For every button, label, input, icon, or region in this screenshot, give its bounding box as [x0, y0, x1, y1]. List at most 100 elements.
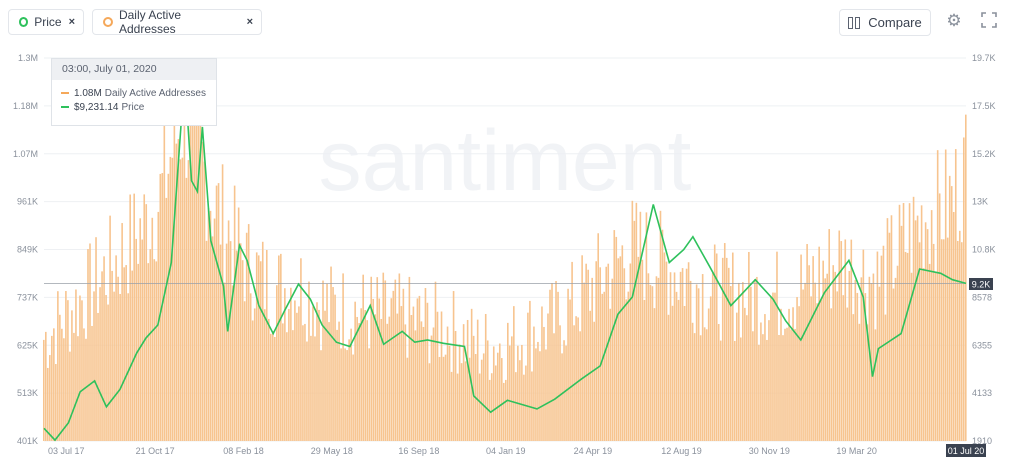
daa-bar: [836, 291, 839, 441]
daa-bar: [750, 286, 752, 441]
daa-bar: [673, 272, 676, 441]
daa-bar: [302, 325, 304, 441]
daa-bar: [924, 222, 927, 441]
daa-bar: [874, 329, 877, 441]
daa-bar: [631, 200, 634, 441]
price-legend-chip[interactable]: Price ×: [8, 9, 84, 35]
daa-bar: [914, 220, 917, 441]
daa-bar: [73, 332, 75, 441]
daa-bar: [496, 352, 499, 441]
daa-bar: [344, 348, 346, 441]
daa-bar: [822, 260, 824, 441]
daa-bar: [505, 379, 507, 441]
daa-bar: [173, 93, 176, 442]
daa-bar: [886, 218, 889, 441]
tooltip-label: Daily Active Addresses: [104, 87, 206, 99]
daa-bar: [515, 372, 517, 441]
remove-price-icon[interactable]: ×: [68, 16, 75, 28]
daa-bar: [294, 300, 296, 441]
daa-bar: [466, 319, 469, 441]
compare-label: Compare: [868, 15, 922, 30]
daa-bar: [946, 237, 949, 441]
daa-bar: [292, 330, 294, 441]
daa-bar: [655, 276, 658, 441]
daa-bar: [261, 241, 264, 441]
daa-bar: [790, 329, 792, 441]
daa-bar: [348, 339, 350, 441]
daa-bar: [525, 365, 527, 441]
daa-bar: [77, 336, 79, 441]
right-tick-label: 1910: [972, 436, 992, 446]
daa-bar: [410, 315, 413, 441]
fullscreen-icon[interactable]: [980, 12, 998, 30]
daa-bar: [802, 289, 804, 441]
price-series-line: [43, 73, 967, 442]
daa-bar: [233, 185, 236, 441]
daa-bar: [894, 277, 897, 441]
daa-bar: [117, 276, 119, 441]
gear-icon[interactable]: ⚙: [946, 11, 962, 30]
daa-bar: [884, 314, 887, 441]
daa-bar: [462, 324, 465, 441]
daa-bar: [191, 79, 194, 442]
daa-bar: [135, 238, 138, 441]
daa-bar: [533, 326, 535, 441]
daa-bar: [663, 252, 666, 441]
compare-button[interactable]: Compare: [839, 9, 931, 36]
daa-bar: [740, 337, 742, 441]
daa-bar: [553, 333, 555, 441]
daa-bar: [259, 261, 262, 441]
current-date-value: 01 Jul 20: [948, 446, 985, 456]
current-price-badge: [969, 278, 993, 290]
daa-bar: [221, 164, 224, 441]
daa-bar: [697, 288, 700, 441]
daa-bar: [400, 306, 403, 441]
daa-bar: [61, 328, 63, 441]
daa-bar: [320, 350, 322, 441]
daa-bar: [428, 363, 431, 441]
daa-bar: [79, 295, 81, 441]
remove-daily-active-addresses-icon[interactable]: ×: [246, 16, 253, 28]
daily-active-addresses-legend-chip[interactable]: Daily Active Addresses ×: [92, 8, 262, 36]
daa-bar: [675, 291, 678, 441]
current-date-badge: [946, 444, 986, 457]
daa-bar: [828, 229, 831, 441]
daa-bar: [229, 241, 232, 441]
daa-bar: [962, 137, 965, 442]
daa-bar: [529, 300, 531, 441]
daa-bar: [159, 173, 162, 441]
daa-bar: [155, 261, 158, 441]
daa-bar: [637, 256, 640, 441]
left-tick-label: 625K: [17, 340, 38, 350]
daa-bar: [85, 338, 87, 441]
daa-bar: [282, 323, 284, 441]
current-price-marker: 9.2K: [969, 278, 993, 290]
daa-bar: [812, 256, 814, 441]
daa-bar: [486, 340, 489, 441]
x-tick-label: 29 May 18: [311, 446, 353, 456]
daa-bar: [539, 351, 541, 441]
daa-bar: [494, 365, 497, 441]
daa-bar: [567, 288, 569, 441]
daa-bar: [418, 295, 421, 441]
daa-bar: [434, 281, 437, 441]
daa-bar: [707, 308, 710, 441]
daa-bar: [687, 262, 690, 441]
daa-bar: [591, 277, 593, 441]
daa-bar: [862, 249, 865, 441]
daa-bar: [725, 257, 728, 441]
daa-bar: [430, 335, 433, 441]
daa-bar: [450, 371, 453, 441]
daa-bar: [53, 328, 55, 441]
daa-bar: [440, 311, 443, 441]
daa-bar: [950, 186, 953, 441]
daa-bar: [284, 288, 286, 441]
daa-bar: [350, 328, 352, 441]
daa-bar: [723, 243, 726, 441]
daa-bar: [147, 263, 150, 441]
tooltip-label: Price: [121, 101, 145, 113]
daa-bar: [432, 327, 435, 441]
daa-bar: [63, 338, 65, 441]
daa-bar: [416, 298, 419, 441]
